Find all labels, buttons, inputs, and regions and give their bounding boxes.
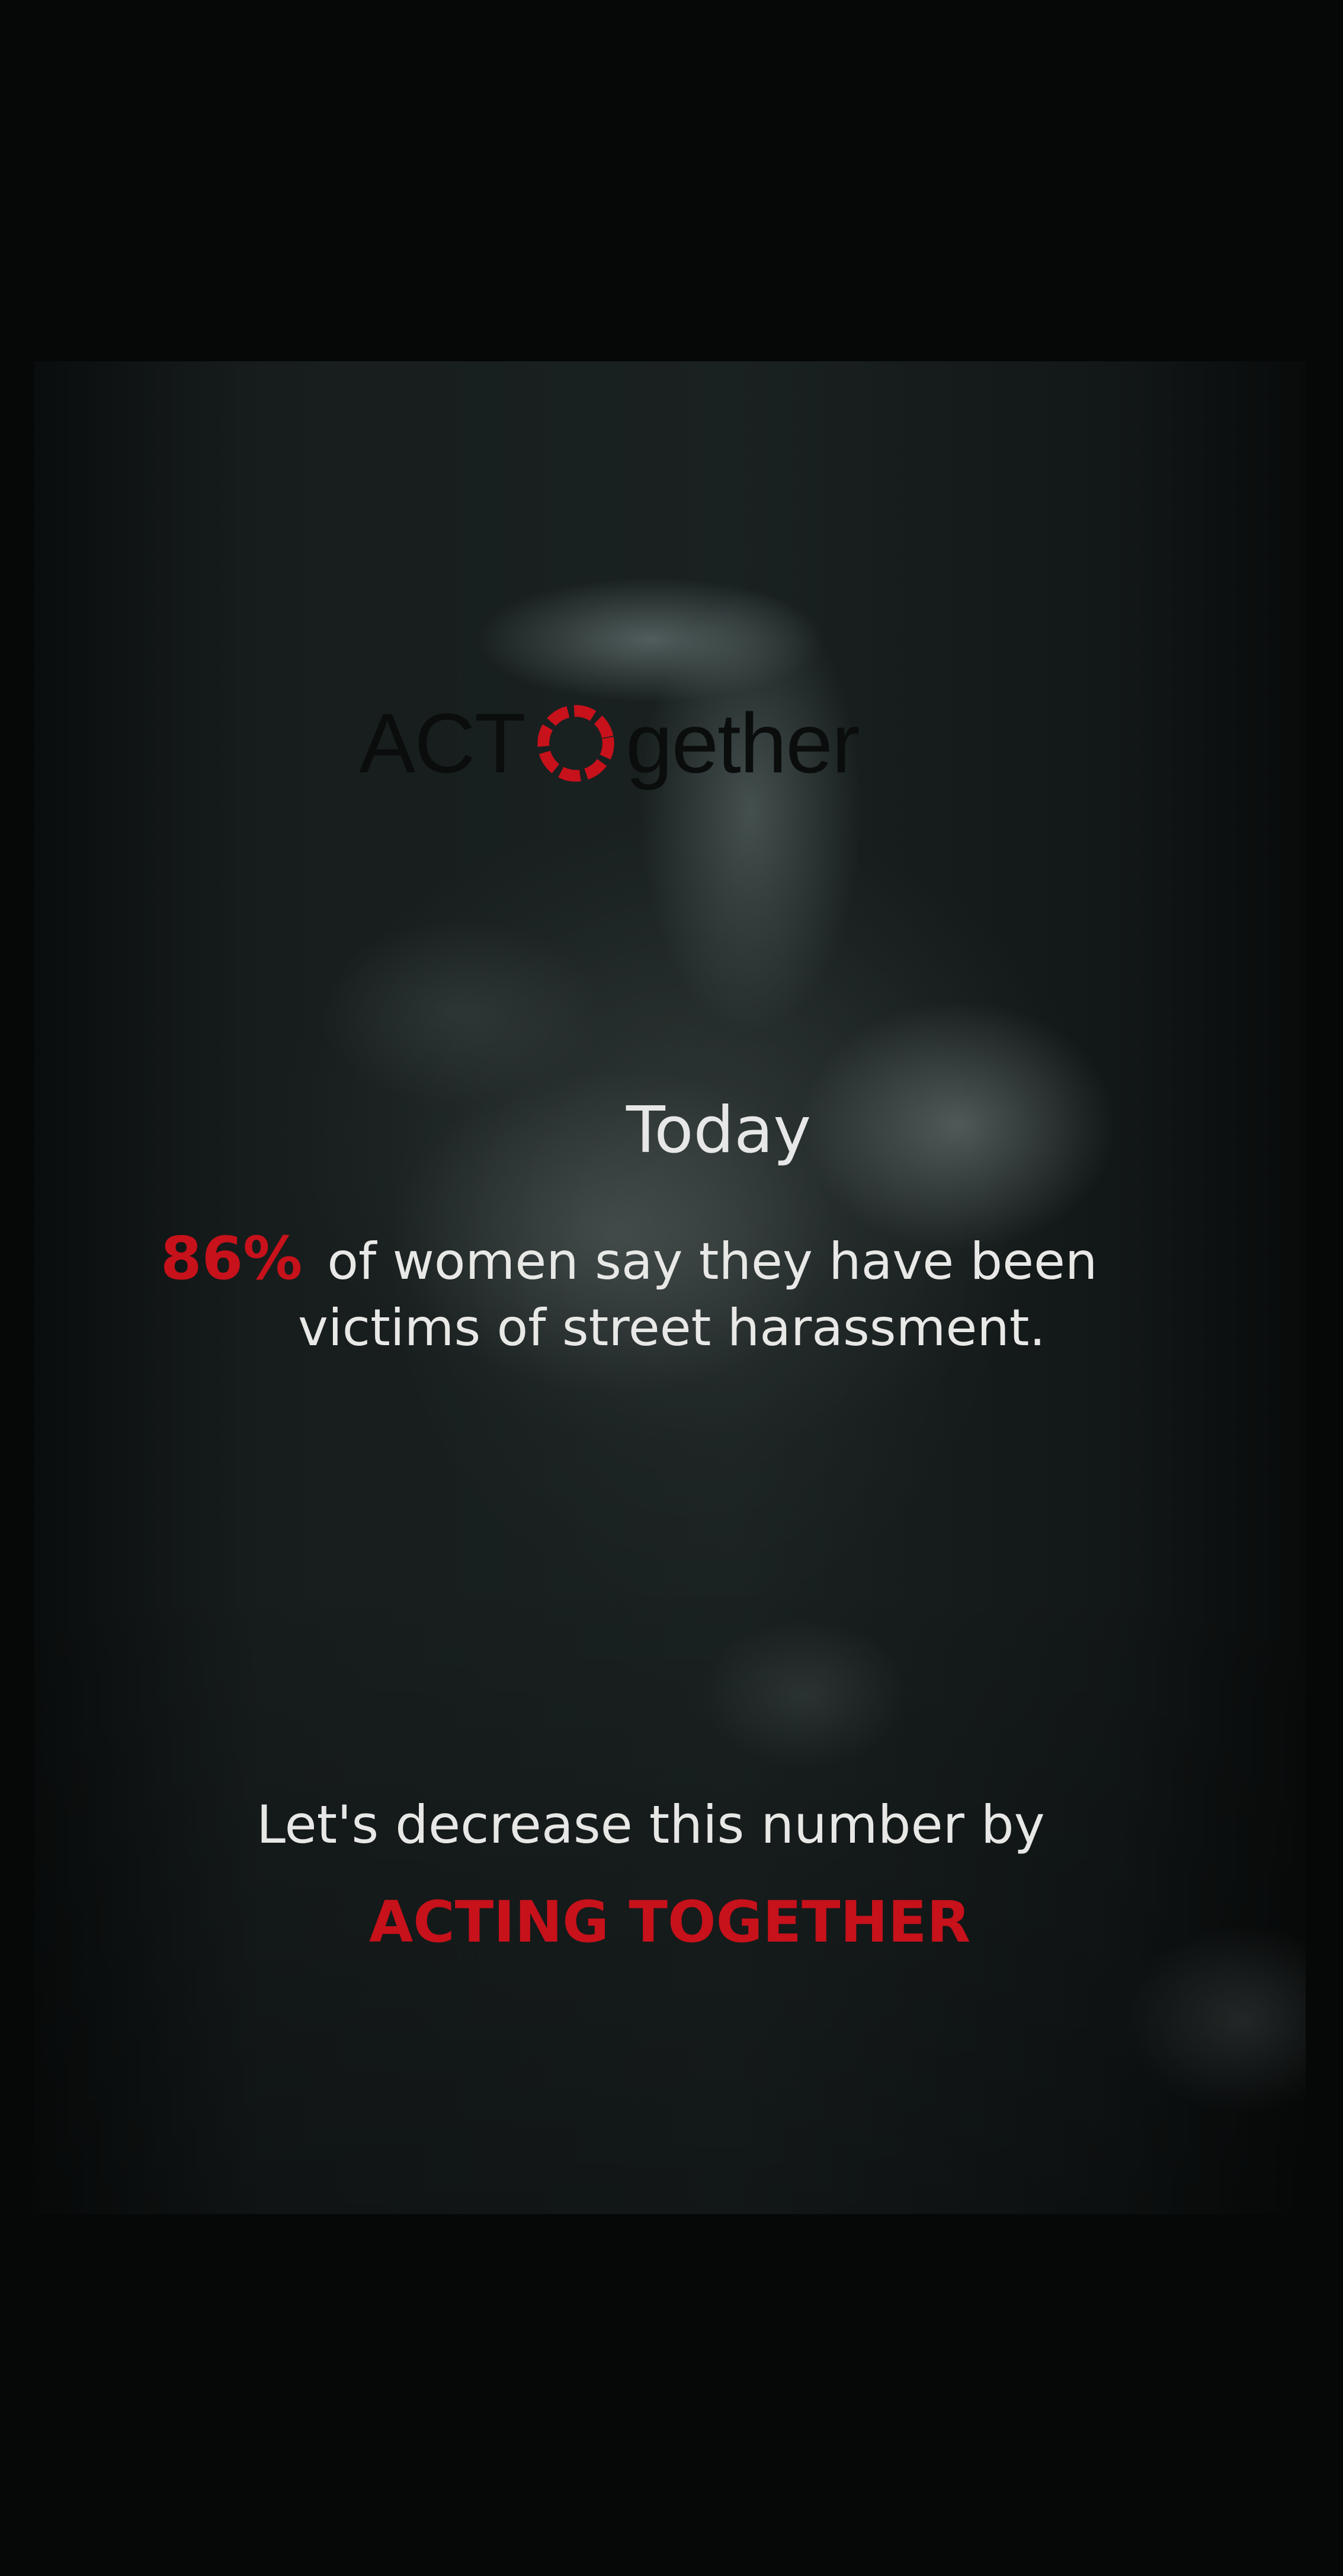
call-to-action-text: Let's decrease this number by	[257, 1794, 1045, 1855]
logo-gether-text: gether	[626, 696, 860, 791]
brand-logo: ACT gether	[359, 690, 955, 797]
dashed-circle-icon	[537, 705, 614, 782]
statistic-line-1: 86% of women say they have been	[161, 1221, 1215, 1296]
headline-today: Today	[626, 1093, 812, 1167]
statistic-line-2: victims of street harassment.	[298, 1298, 1046, 1358]
statistic-block: 86% of women say they have been victims …	[161, 1221, 1215, 1360]
statistic-percent: 86%	[161, 1224, 303, 1293]
logo-act-text: ACT	[359, 696, 526, 791]
call-to-action-highlight: ACTING TOGETHER	[369, 1889, 971, 1955]
statistic-line-1-text: of women say they have been	[327, 1232, 1098, 1291]
poster-panel: ACT gether Today 86% of women say they h…	[34, 361, 1306, 2214]
